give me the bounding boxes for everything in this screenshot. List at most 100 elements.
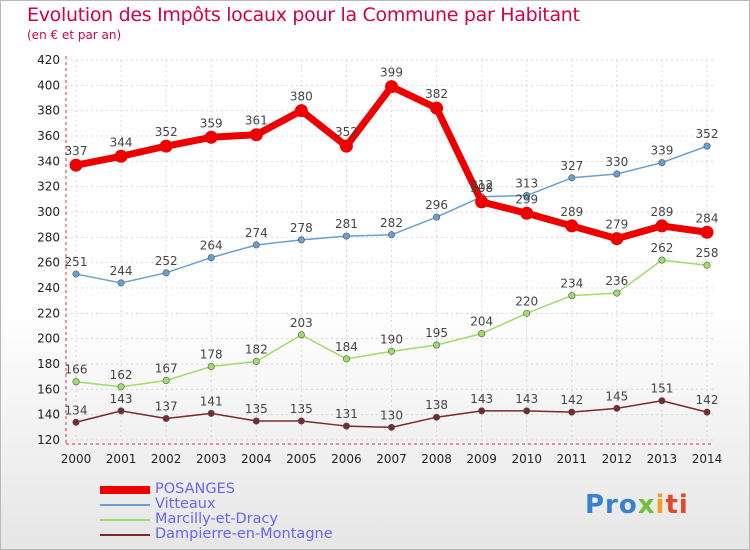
data-label: 282 bbox=[380, 216, 403, 230]
data-point bbox=[297, 331, 305, 339]
data-label: 195 bbox=[425, 326, 448, 340]
legend-label: Dampierre-en-Montagne bbox=[155, 526, 333, 542]
data-label: 236 bbox=[605, 274, 628, 288]
axis-layer: 120 140 160 180 200 220 240 260 280 300 320 340 360 3… bbox=[37, 53, 722, 466]
data-label: 380 bbox=[290, 90, 313, 104]
legend-label: Vitteaux bbox=[155, 496, 216, 512]
data-point bbox=[162, 414, 170, 422]
data-label: 182 bbox=[245, 342, 268, 356]
data-label: 252 bbox=[155, 254, 178, 268]
y-tick-label: 280 bbox=[37, 230, 60, 244]
data-label: 134 bbox=[65, 403, 88, 417]
data-point bbox=[207, 254, 215, 262]
data-label: 141 bbox=[200, 394, 223, 408]
legend-swatch bbox=[100, 504, 150, 506]
data-label: 131 bbox=[335, 407, 358, 421]
data-label: 289 bbox=[650, 205, 673, 219]
x-tick-label: 2007 bbox=[376, 452, 407, 466]
data-point bbox=[568, 174, 576, 182]
data-point bbox=[162, 376, 170, 384]
data-point bbox=[520, 206, 534, 220]
data-point bbox=[204, 130, 218, 144]
data-point bbox=[385, 80, 398, 94]
data-label: 143 bbox=[110, 392, 133, 406]
data-label: 312 bbox=[470, 178, 493, 192]
data-label: 352 bbox=[155, 125, 178, 139]
data-point bbox=[430, 101, 444, 115]
y-tick-label: 360 bbox=[37, 129, 60, 143]
y-tick-label: 380 bbox=[37, 104, 60, 118]
data-label: 299 bbox=[515, 192, 538, 206]
data-point bbox=[249, 128, 263, 142]
data-point bbox=[613, 170, 621, 178]
data-label: 184 bbox=[335, 340, 358, 354]
logo-part: Pro bbox=[585, 490, 638, 520]
proxiti-logo: Proxiti bbox=[585, 490, 689, 520]
data-label: 337 bbox=[65, 144, 88, 158]
data-point bbox=[523, 407, 531, 415]
x-tick-label: 2004 bbox=[241, 452, 272, 466]
data-label: 142 bbox=[560, 393, 583, 407]
data-label: 296 bbox=[425, 198, 448, 212]
data-point bbox=[252, 417, 260, 425]
data-label: 138 bbox=[425, 398, 448, 412]
data-point bbox=[433, 413, 441, 421]
data-point bbox=[342, 232, 350, 240]
logo-part: ti bbox=[665, 490, 689, 520]
y-tick-label: 140 bbox=[37, 408, 60, 422]
data-label: 361 bbox=[245, 114, 268, 128]
legend-label: Marcilly-et-Dracy bbox=[155, 511, 279, 527]
data-label: 327 bbox=[560, 159, 583, 173]
data-label: 190 bbox=[380, 332, 403, 346]
y-tick-label: 180 bbox=[37, 357, 60, 371]
x-tick-label: 2008 bbox=[421, 452, 452, 466]
data-point bbox=[207, 363, 215, 371]
data-point bbox=[117, 407, 125, 415]
data-label: 130 bbox=[380, 408, 403, 422]
data-label: 352 bbox=[696, 127, 719, 141]
data-point bbox=[658, 256, 666, 264]
data-point bbox=[339, 139, 353, 153]
data-point bbox=[297, 417, 305, 425]
data-point bbox=[523, 192, 531, 200]
series-layer bbox=[69, 80, 714, 431]
x-tick-label: 2009 bbox=[466, 452, 497, 466]
data-point bbox=[655, 219, 669, 233]
data-label: 359 bbox=[200, 116, 223, 130]
chart-title: Evolution des Impôts locaux pour la Comm… bbox=[27, 4, 580, 26]
data-label: 251 bbox=[65, 255, 88, 269]
legend-label: POSANGES bbox=[155, 481, 235, 497]
data-label: 382 bbox=[425, 87, 448, 101]
x-tick-label: 2003 bbox=[196, 452, 227, 466]
data-label: 204 bbox=[470, 315, 493, 329]
data-point bbox=[69, 158, 83, 172]
data-point bbox=[117, 279, 125, 287]
y-tick-label: 200 bbox=[37, 332, 60, 346]
x-tick-label: 2011 bbox=[557, 452, 588, 466]
x-tick-label: 2002 bbox=[151, 452, 182, 466]
data-label: 339 bbox=[650, 144, 673, 158]
data-point bbox=[700, 225, 714, 239]
data-point bbox=[252, 241, 260, 249]
data-point bbox=[72, 378, 80, 386]
data-point bbox=[568, 292, 576, 300]
y-tick-label: 340 bbox=[37, 154, 60, 168]
data-point bbox=[114, 149, 128, 163]
data-label: 279 bbox=[605, 218, 628, 232]
data-label: 308 bbox=[470, 181, 493, 195]
data-point bbox=[565, 219, 579, 233]
data-label: 203 bbox=[290, 316, 313, 330]
legend-swatch bbox=[100, 519, 150, 521]
data-label: 137 bbox=[155, 399, 178, 413]
data-label: 178 bbox=[200, 348, 223, 362]
data-point bbox=[610, 232, 624, 246]
data-point bbox=[72, 418, 80, 426]
data-label: 166 bbox=[65, 363, 88, 377]
legend-swatch bbox=[100, 534, 150, 536]
data-point bbox=[613, 404, 621, 412]
data-point bbox=[72, 270, 80, 278]
data-point bbox=[162, 269, 170, 277]
data-point bbox=[703, 261, 711, 269]
data-label: 135 bbox=[290, 402, 313, 416]
data-label: 135 bbox=[245, 402, 268, 416]
